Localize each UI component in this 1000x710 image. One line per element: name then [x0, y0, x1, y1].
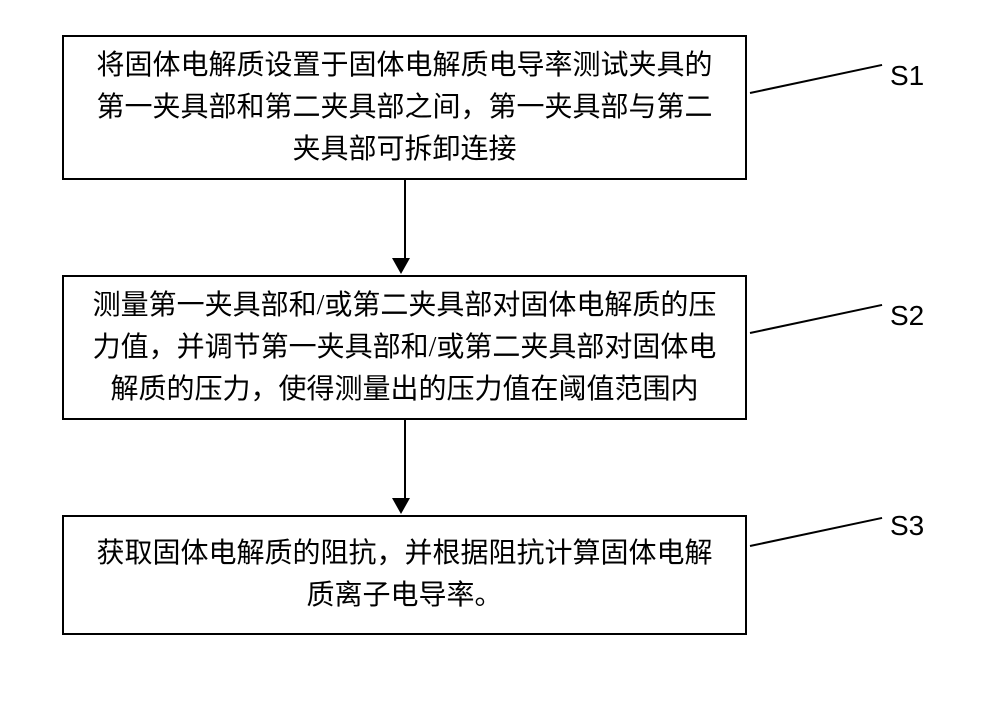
flowchart-container: 将固体电解质设置于固体电解质电导率测试夹具的第一夹具部和第二夹具部之间，第一夹具… [0, 0, 1000, 710]
step-box-s2: 测量第一夹具部和/或第二夹具部对固体电解质的压力值，并调节第一夹具部和/或第二夹… [62, 275, 747, 420]
step-box-s1: 将固体电解质设置于固体电解质电导率测试夹具的第一夹具部和第二夹具部之间，第一夹具… [62, 35, 747, 180]
arrow-head [392, 258, 410, 274]
step-text-s1: 将固体电解质设置于固体电解质电导率测试夹具的第一夹具部和第二夹具部之间，第一夹具… [88, 45, 721, 171]
label-line-s3 [750, 517, 882, 547]
label-line-s1 [750, 64, 882, 94]
step-text-s2: 测量第一夹具部和/或第二夹具部对固体电解质的压力值，并调节第一夹具部和/或第二夹… [88, 285, 721, 411]
step-box-s3: 获取固体电解质的阻抗，并根据阻抗计算固体电解质离子电导率。 [62, 515, 747, 635]
arrow-head [392, 498, 410, 514]
arrow-s1-s2 [400, 180, 410, 274]
label-line-s2 [750, 304, 882, 334]
step-text-s3: 获取固体电解质的阻抗，并根据阻抗计算固体电解质离子电导率。 [88, 533, 721, 617]
step-label-s1: S1 [890, 60, 924, 92]
arrow-line [404, 180, 406, 258]
step-label-s3: S3 [890, 510, 924, 542]
arrow-s2-s3 [400, 420, 410, 514]
arrow-line [404, 420, 406, 498]
step-label-s2: S2 [890, 300, 924, 332]
